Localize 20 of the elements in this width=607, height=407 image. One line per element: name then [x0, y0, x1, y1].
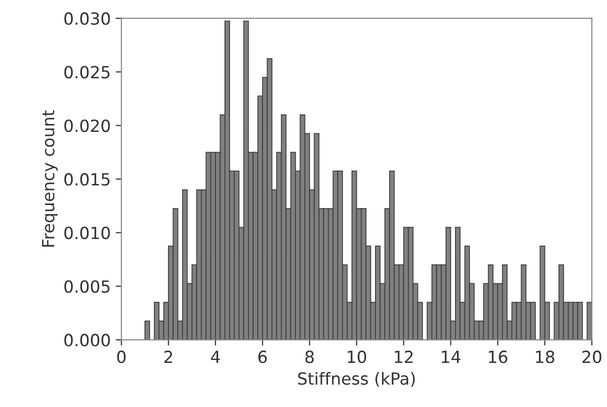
x-tick-label: 10	[348, 350, 366, 364]
y-tick-label: 0.030	[64, 12, 110, 25]
y-tick-label: 0.015	[64, 173, 110, 186]
x-tick-label: 6	[258, 350, 267, 364]
x-tick-label: 2	[164, 350, 172, 363]
x-tick-label: 14	[442, 350, 460, 363]
x-tick-label: 18	[536, 350, 554, 364]
x-tick-label: 8	[305, 350, 314, 364]
y-tick-label: 0.020	[64, 119, 110, 132]
y-tick-label: 0.005	[64, 280, 110, 293]
x-tick-label: 20	[582, 350, 602, 364]
y-tick-label: 0.000	[64, 334, 110, 346]
y-axis-title: Frequency count	[42, 110, 58, 247]
x-tick-label: 12	[394, 350, 413, 363]
x-tick-label: 0	[117, 350, 126, 364]
y-tick-label: 0.010	[64, 226, 110, 240]
x-tick-label: 16	[488, 350, 508, 364]
y-tick-label: 0.025	[64, 66, 110, 78]
x-axis-title: Stiffness (kPa)	[298, 372, 415, 387]
x-tick-label: 4	[211, 350, 220, 363]
